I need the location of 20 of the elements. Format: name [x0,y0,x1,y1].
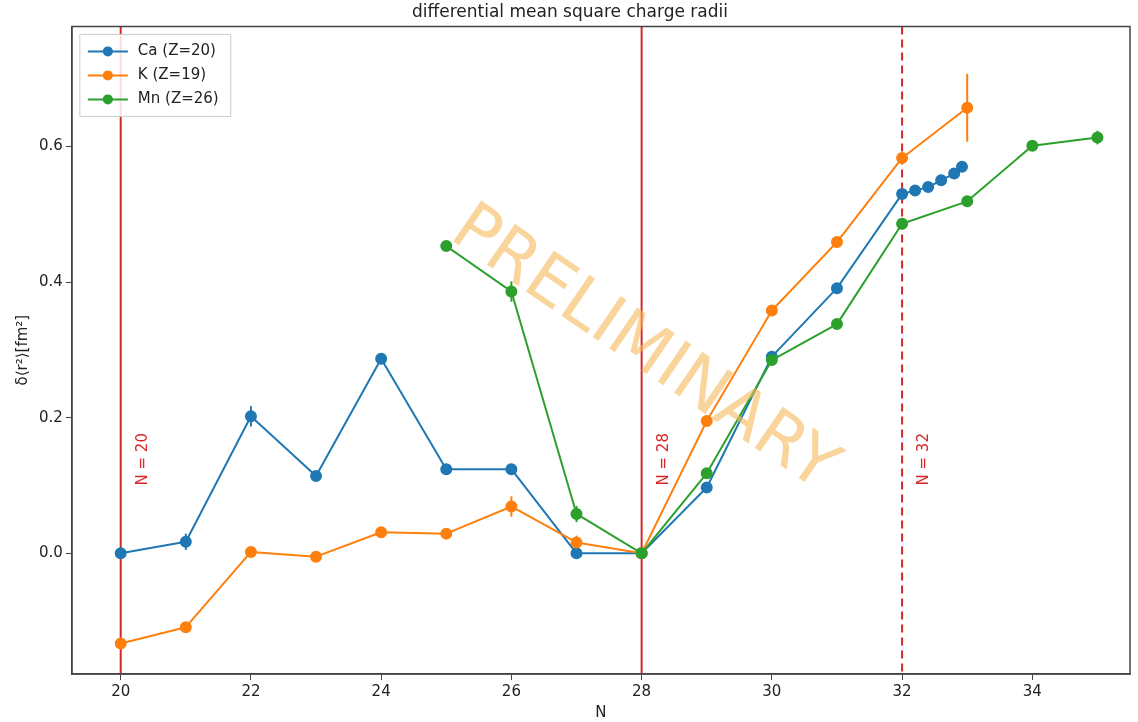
x-tick-label: 20 [111,681,131,700]
x-tick-label: 34 [1022,681,1042,700]
ref-line-label: N = 32 [913,433,932,486]
x-tick-label: 28 [632,681,652,700]
chart-title: differential mean square charge radii [412,0,728,21]
y-tick-label: 0.2 [39,407,63,426]
y-tick-label: 0.6 [39,136,63,155]
x-tick-label: 26 [501,681,521,700]
x-tick-label: 30 [762,681,782,700]
legend-label: Ca (Z=20) [137,41,216,60]
legend-label: Mn (Z=26) [137,89,219,108]
x-tick-label: 22 [241,681,261,700]
x-axis-title: N [595,702,607,721]
x-tick-label: 24 [371,681,391,700]
ref-line-label: N = 20 [132,433,151,486]
y-tick-label: 0.4 [39,271,63,290]
y-axis-title: δ⟨r²⟩[fm²] [12,314,31,386]
legend-label: K (Z=19) [137,65,207,84]
x-tick-label: 32 [892,681,912,700]
y-tick-label: 0.0 [39,543,63,562]
